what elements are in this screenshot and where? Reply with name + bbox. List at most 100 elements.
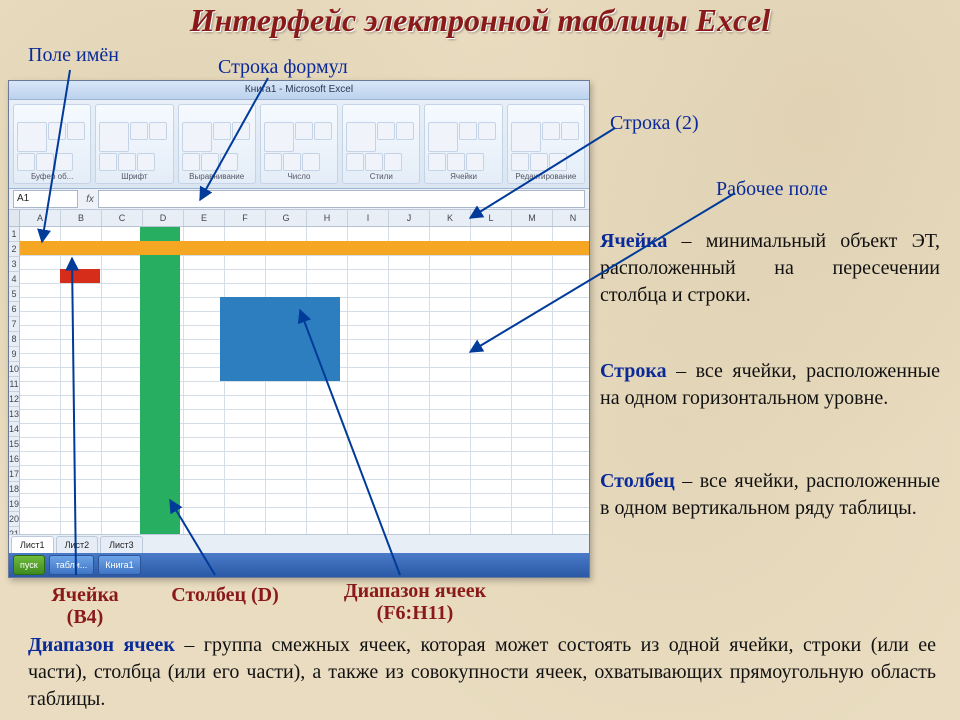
ribbon-button[interactable] xyxy=(302,153,320,171)
cell[interactable] xyxy=(102,325,143,340)
cell[interactable] xyxy=(348,297,389,312)
cell[interactable] xyxy=(430,423,471,438)
cell[interactable] xyxy=(471,255,512,270)
cell[interactable] xyxy=(512,339,553,354)
cell[interactable] xyxy=(430,437,471,452)
cell[interactable] xyxy=(184,311,225,326)
cell[interactable] xyxy=(389,283,430,298)
cell[interactable] xyxy=(61,297,102,312)
cell[interactable] xyxy=(184,269,225,284)
cell[interactable] xyxy=(266,479,307,494)
ribbon-button[interactable] xyxy=(17,122,47,152)
cell[interactable] xyxy=(20,521,61,534)
cell[interactable] xyxy=(471,465,512,480)
cell[interactable] xyxy=(553,465,589,480)
column-header[interactable]: E xyxy=(184,210,225,226)
cell[interactable] xyxy=(512,437,553,452)
cell[interactable] xyxy=(225,423,266,438)
cell[interactable] xyxy=(512,465,553,480)
ribbon-button[interactable] xyxy=(182,122,212,152)
cell[interactable] xyxy=(471,311,512,326)
cell[interactable] xyxy=(102,283,143,298)
cell[interactable] xyxy=(553,507,589,522)
cell[interactable] xyxy=(471,395,512,410)
column-header[interactable]: B xyxy=(61,210,102,226)
cell[interactable] xyxy=(20,395,61,410)
cell[interactable] xyxy=(266,255,307,270)
ribbon-button[interactable] xyxy=(182,153,200,171)
ribbon-button[interactable] xyxy=(137,153,155,171)
cell[interactable] xyxy=(348,325,389,340)
cell[interactable] xyxy=(307,451,348,466)
cell[interactable] xyxy=(389,409,430,424)
cell[interactable] xyxy=(102,507,143,522)
row-header[interactable]: 2 xyxy=(9,242,19,257)
cell[interactable] xyxy=(102,493,143,508)
cell[interactable] xyxy=(471,227,512,242)
cell[interactable] xyxy=(553,367,589,382)
cell[interactable] xyxy=(348,521,389,534)
cell[interactable] xyxy=(61,465,102,480)
cell[interactable] xyxy=(307,255,348,270)
cell[interactable] xyxy=(102,297,143,312)
cell[interactable] xyxy=(389,493,430,508)
cell[interactable] xyxy=(266,381,307,396)
cell[interactable] xyxy=(471,437,512,452)
ribbon-button[interactable] xyxy=(384,153,402,171)
ribbon-group[interactable]: Стили xyxy=(342,104,420,184)
cell[interactable] xyxy=(266,465,307,480)
cell[interactable] xyxy=(471,521,512,534)
column-header[interactable]: J xyxy=(389,210,430,226)
cell[interactable] xyxy=(389,381,430,396)
cell[interactable] xyxy=(389,451,430,466)
cell[interactable] xyxy=(225,381,266,396)
cell[interactable] xyxy=(512,297,553,312)
cell[interactable] xyxy=(471,269,512,284)
cell[interactable] xyxy=(553,521,589,534)
row-header[interactable]: 16 xyxy=(9,452,19,467)
cell[interactable] xyxy=(430,339,471,354)
cell[interactable] xyxy=(430,521,471,534)
column-header[interactable]: D xyxy=(143,210,184,226)
cell[interactable] xyxy=(430,227,471,242)
cell[interactable] xyxy=(389,367,430,382)
cell[interactable] xyxy=(553,311,589,326)
cell[interactable] xyxy=(102,409,143,424)
cell[interactable] xyxy=(20,437,61,452)
sheet-tab[interactable]: Лист1 xyxy=(11,536,54,553)
cell[interactable] xyxy=(225,437,266,452)
cell[interactable] xyxy=(512,507,553,522)
cells-area[interactable] xyxy=(20,227,589,534)
cell[interactable] xyxy=(20,367,61,382)
cell[interactable] xyxy=(348,395,389,410)
cell[interactable] xyxy=(553,353,589,368)
cell[interactable] xyxy=(348,353,389,368)
cell[interactable] xyxy=(553,451,589,466)
row-header[interactable]: 8 xyxy=(9,332,19,347)
cell[interactable] xyxy=(512,325,553,340)
cell[interactable] xyxy=(307,269,348,284)
cell[interactable] xyxy=(61,283,102,298)
row-header[interactable]: 20 xyxy=(9,512,19,527)
cell[interactable] xyxy=(266,423,307,438)
sheet-tab[interactable]: Лист2 xyxy=(56,536,99,553)
column-header[interactable]: H xyxy=(307,210,348,226)
cell[interactable] xyxy=(389,521,430,534)
cell[interactable] xyxy=(389,437,430,452)
cell[interactable] xyxy=(307,493,348,508)
cell[interactable] xyxy=(512,283,553,298)
ribbon-button[interactable] xyxy=(118,153,136,171)
cell[interactable] xyxy=(266,507,307,522)
column-header[interactable]: N xyxy=(553,210,589,226)
ribbon-button[interactable] xyxy=(130,122,148,140)
row-header[interactable]: 18 xyxy=(9,482,19,497)
cell[interactable] xyxy=(184,437,225,452)
cell[interactable] xyxy=(307,423,348,438)
cell[interactable] xyxy=(471,381,512,396)
cell[interactable] xyxy=(512,269,553,284)
cell[interactable] xyxy=(225,479,266,494)
cell[interactable] xyxy=(348,381,389,396)
cell[interactable] xyxy=(20,353,61,368)
column-header[interactable]: C xyxy=(102,210,143,226)
cell[interactable] xyxy=(307,381,348,396)
